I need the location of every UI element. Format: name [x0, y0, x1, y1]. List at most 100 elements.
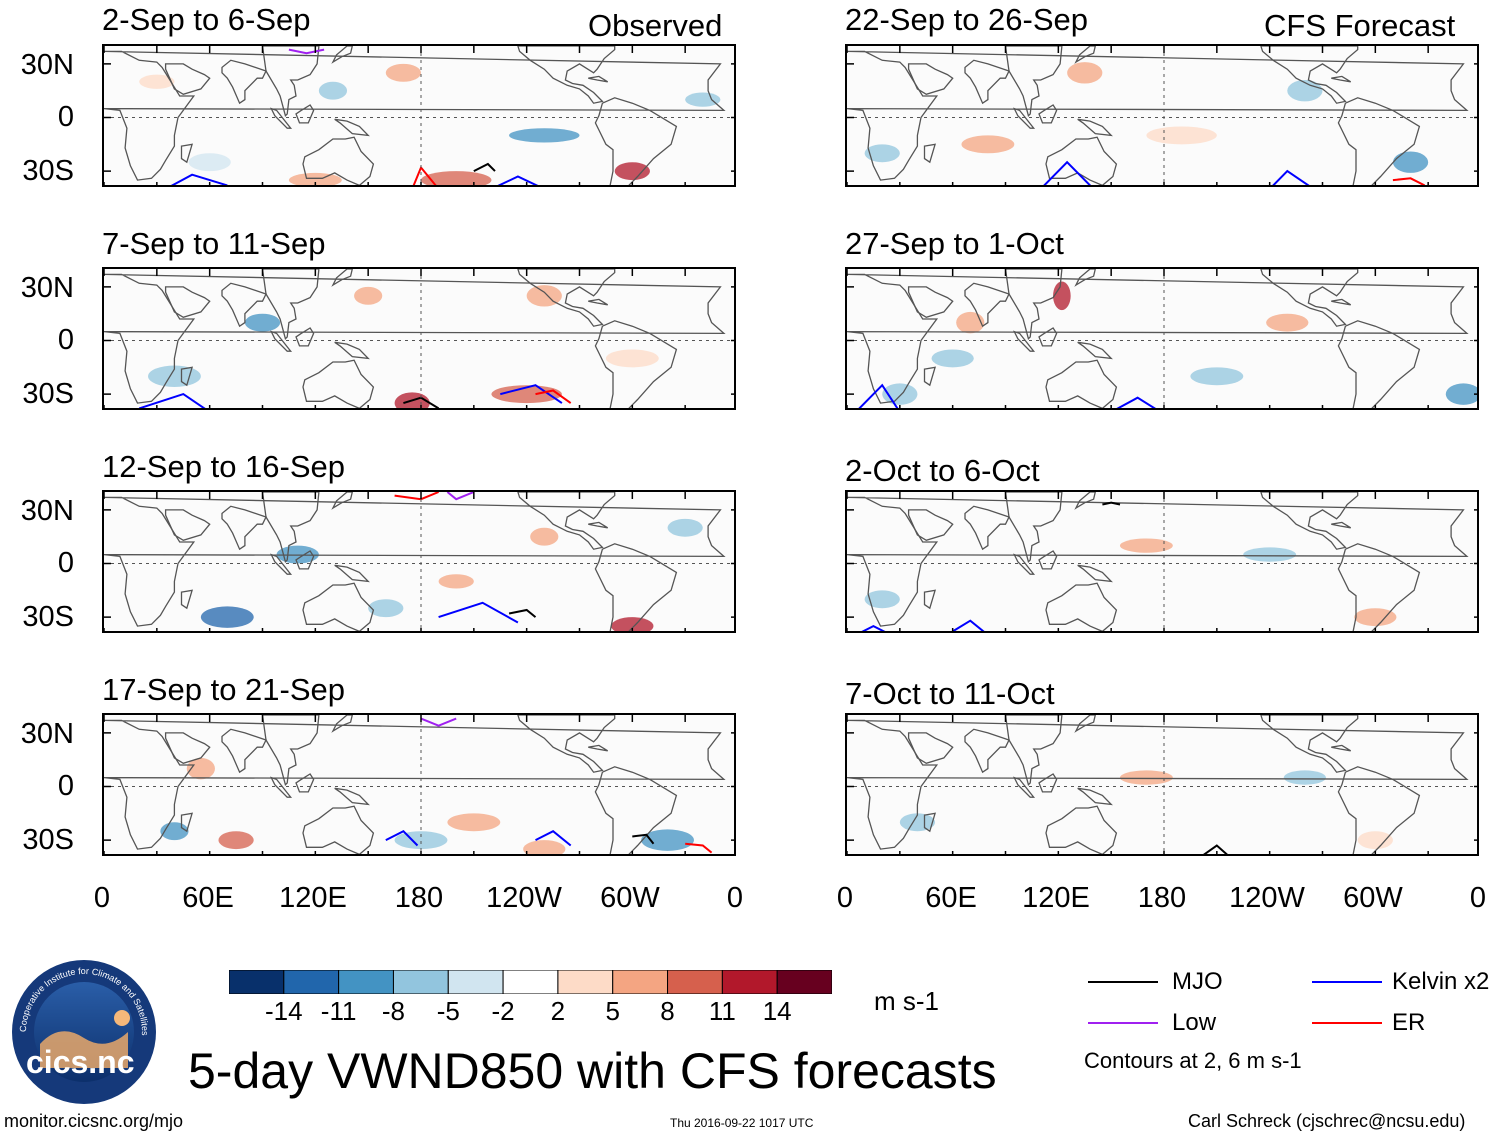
lon-label-120e: 120E — [1022, 882, 1090, 914]
coastline — [104, 719, 726, 850]
coastline — [221, 282, 267, 328]
wind-anomaly-shading — [139, 74, 175, 89]
coastline — [1337, 543, 1421, 631]
wind-anomaly-shading — [931, 349, 974, 368]
colorbar-tick-label: 14 — [762, 996, 792, 1026]
coastline — [1331, 521, 1352, 529]
colorbar-tick-label: -14 — [265, 996, 303, 1026]
coastline — [164, 286, 211, 319]
map-panel-obs-3 — [102, 490, 736, 633]
coastline — [1260, 269, 1359, 327]
wind-anomaly-shading — [961, 135, 1015, 154]
wind-anomaly-shading — [1445, 383, 1477, 405]
lon-label-0: 0 — [836, 882, 854, 914]
coastline — [261, 269, 320, 340]
lon-label-180: 180 — [394, 882, 444, 914]
coastline — [1038, 550, 1058, 570]
legend-label-er: ER — [1392, 1009, 1426, 1036]
wind-anomaly-shading — [1119, 538, 1173, 553]
coastline — [1074, 715, 1096, 733]
wind-anomaly-shading — [188, 153, 231, 172]
panel-title-obs-3: 12-Sep to 16-Sep — [102, 449, 346, 484]
coastline — [594, 320, 678, 408]
coastline — [964, 59, 1010, 105]
lat-label-eq: 0 — [57, 101, 74, 133]
coastline — [295, 773, 315, 793]
coastline — [964, 505, 1010, 551]
coastline — [588, 521, 609, 529]
lon-label-120w: 120W — [1229, 882, 1305, 914]
coastline — [1038, 104, 1058, 124]
coastline — [221, 728, 267, 774]
map-canvas — [847, 492, 1477, 631]
wind-anomaly-shading — [354, 286, 383, 305]
wave-contour — [497, 175, 539, 185]
wind-anomaly-shading — [864, 590, 900, 609]
coastline — [964, 728, 1010, 774]
coastline — [302, 805, 375, 854]
colorbar-swatch — [721, 969, 778, 995]
coastline — [1337, 320, 1421, 408]
coastline — [907, 509, 954, 542]
coastline — [221, 59, 267, 105]
map-panel-fcst-2 — [845, 267, 1479, 410]
colorbar-swatch — [776, 969, 833, 995]
coastline — [221, 505, 267, 551]
wind-anomaly-shading — [491, 385, 562, 404]
lon-label-120e: 120E — [279, 882, 347, 914]
wave-contour — [535, 389, 572, 404]
coastline — [847, 719, 1469, 850]
wind-anomaly-shading — [1266, 313, 1309, 332]
wind-anomaly-shading — [864, 144, 900, 163]
map-canvas — [104, 715, 734, 854]
wind-anomaly-shading — [1243, 547, 1297, 562]
wind-anomaly-shading — [1283, 770, 1327, 785]
map-panel-obs-1 — [102, 44, 736, 187]
wind-anomaly-shading — [605, 349, 659, 368]
map-canvas — [104, 46, 734, 185]
coastline — [1045, 582, 1118, 631]
lat-label-30s: 30S — [22, 155, 74, 187]
map-canvas — [104, 269, 734, 408]
wave-contour — [170, 173, 228, 185]
coastline — [1337, 97, 1421, 185]
colorbar-tick-label: 5 — [605, 996, 620, 1026]
wave-contour — [138, 392, 206, 408]
wave-contour — [632, 833, 655, 845]
wave-contour — [1043, 160, 1092, 185]
colorbar-swatch — [667, 969, 723, 995]
legend-note: Contours at 2, 6 m s-1 — [1084, 1048, 1302, 1073]
coastline — [270, 776, 293, 798]
colorbar-tick-label: -5 — [436, 996, 460, 1026]
wave-contour — [1203, 844, 1228, 854]
lon-label-120w: 120W — [486, 882, 562, 914]
coastline — [104, 50, 726, 181]
coastline — [1331, 744, 1352, 752]
coastline — [923, 143, 937, 164]
coastline — [1077, 118, 1113, 137]
lat-label-30n: 30N — [20, 272, 74, 304]
lat-label-30s: 30S — [22, 601, 74, 633]
wind-anomaly-shading — [667, 518, 703, 537]
coastline — [1038, 773, 1058, 793]
coastline — [295, 327, 315, 347]
coastline — [1074, 46, 1096, 64]
wind-anomaly-shading — [1354, 608, 1397, 627]
main-title: 5-day VWND850 with CFS forecasts — [188, 1043, 997, 1099]
wind-anomaly-shading — [685, 92, 721, 107]
footer-timestamp: Thu 2016-09-22 1017 UTC — [670, 1116, 814, 1130]
coastline — [1260, 492, 1359, 550]
wind-anomaly-shading — [385, 63, 421, 82]
legend-line-low — [1088, 1022, 1158, 1024]
colorbar-swatch — [557, 969, 614, 995]
coastline — [1331, 298, 1352, 306]
colorbar-tick-label: -8 — [381, 996, 406, 1026]
coastline — [1004, 492, 1063, 563]
wave-contour — [685, 842, 713, 854]
colorbar-units: m s-1 — [874, 986, 939, 1016]
wind-anomaly-shading — [956, 311, 985, 334]
coastline — [331, 492, 353, 510]
coastline — [1077, 341, 1113, 360]
footer-url[interactable]: monitor.cicsnc.org/mjo — [4, 1111, 184, 1131]
wave-contour — [861, 624, 886, 631]
